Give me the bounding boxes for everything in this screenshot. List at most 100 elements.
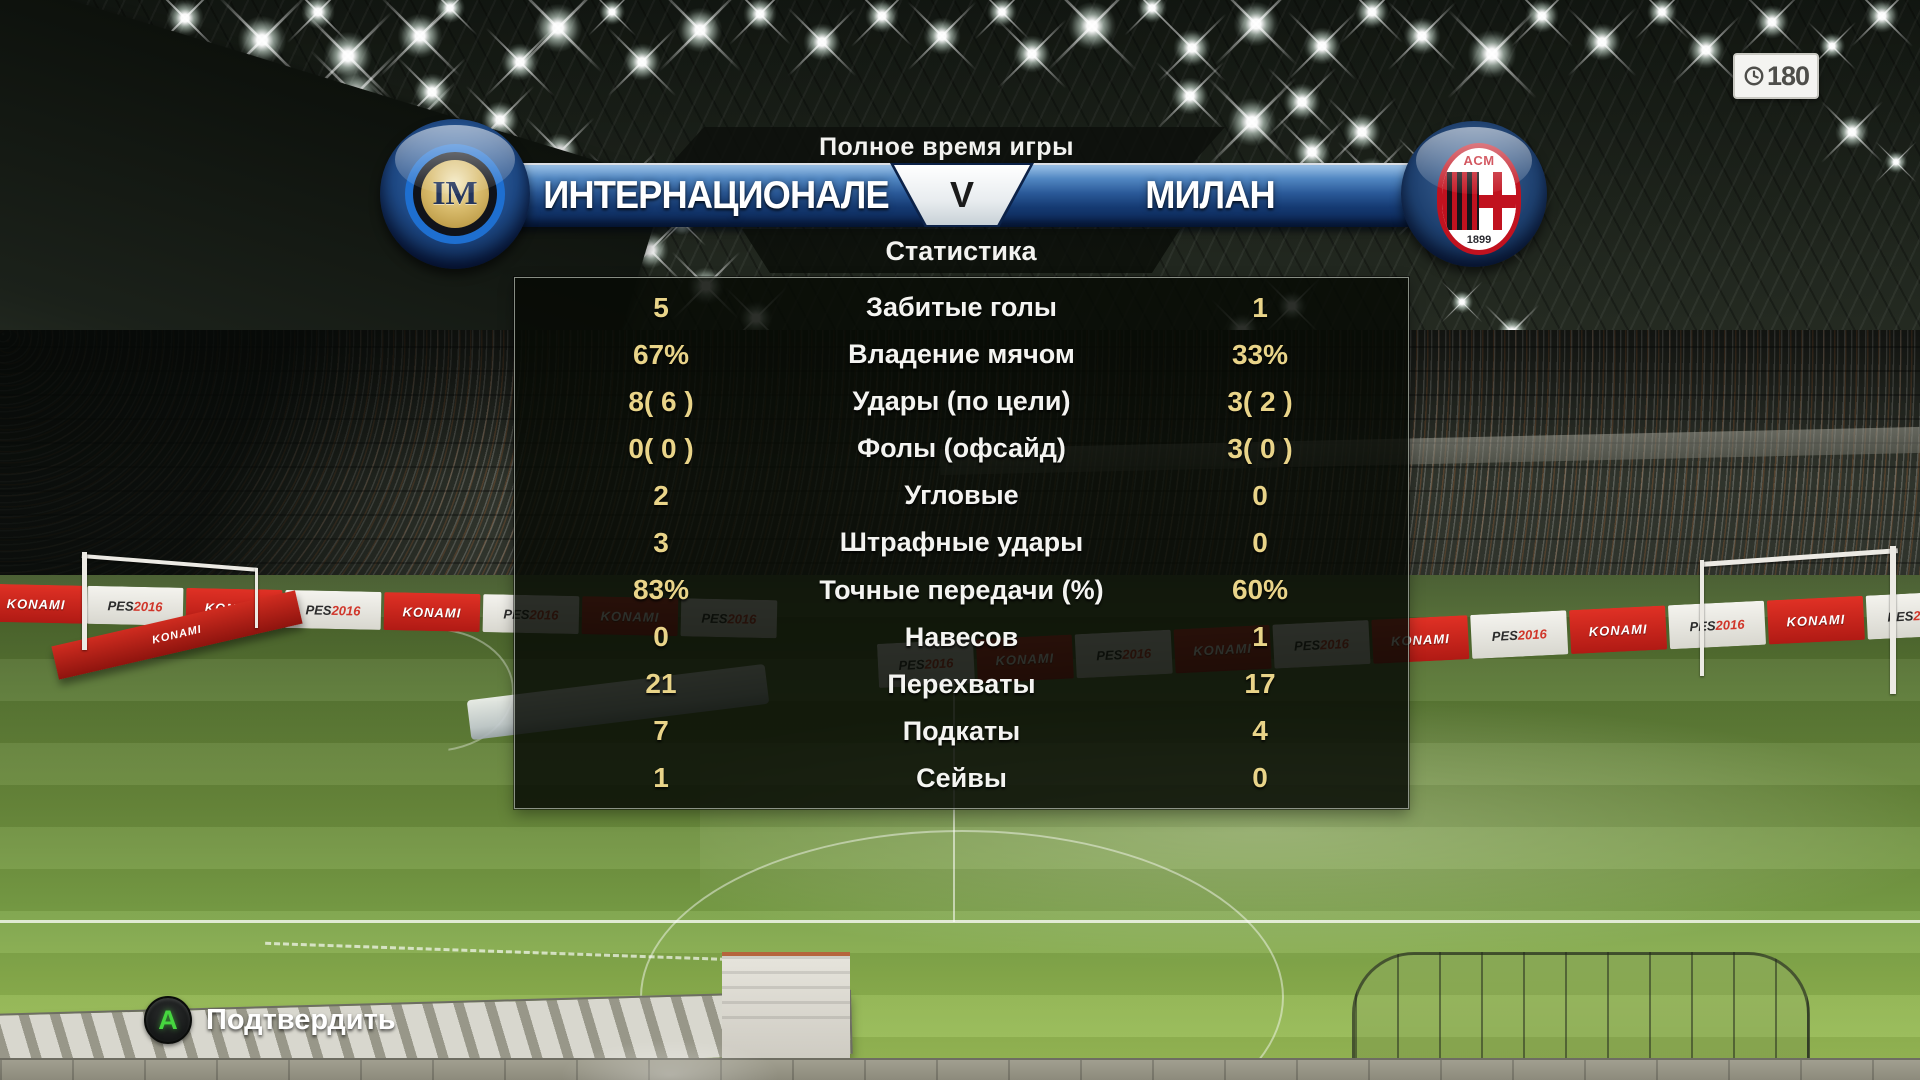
ad-board-konami: KONAMI xyxy=(1569,605,1668,655)
section-title: Статистика xyxy=(742,229,1180,273)
timer-value: 180 xyxy=(1766,60,1810,91)
floodlight-glow xyxy=(1445,285,1479,319)
stat-label: Забитые голы xyxy=(866,292,1057,323)
stat-row: 2 Угловые 0 xyxy=(515,476,1408,516)
stat-row: 7 Подкаты 4 xyxy=(515,711,1408,751)
confirm-hint[interactable]: A Подтвердить xyxy=(144,996,396,1044)
stat-row: 1 Сейвы 0 xyxy=(515,758,1408,798)
floodlight-glow xyxy=(1516,0,1568,42)
phase-banner: Полное время игры xyxy=(668,127,1225,167)
stat-away-value: 3( 2 ) xyxy=(1227,385,1293,417)
stat-away-value: 1 xyxy=(1252,621,1268,653)
floodlight-glow xyxy=(1055,0,1129,63)
stat-row: 21 Перехваты 17 xyxy=(515,664,1408,704)
pavement-strip xyxy=(0,1058,1920,1080)
floodlight-glow xyxy=(1293,17,1351,75)
stat-away-value: 17 xyxy=(1244,668,1276,700)
stat-away-value: 3( 0 ) xyxy=(1227,432,1293,464)
stat-away-value: 0 xyxy=(1252,479,1268,511)
floodlight-glow xyxy=(734,0,786,40)
floodlight-glow xyxy=(1393,7,1451,65)
stat-label: Штрафные удары xyxy=(839,527,1084,558)
stats-panel: 5 Забитые голы 1 67% Владение мячом 33% 8( 6 )… xyxy=(514,277,1409,809)
away-team-name: МИЛАН xyxy=(1145,174,1275,217)
floodlight-glow xyxy=(666,0,734,64)
dugout-shelter xyxy=(1352,952,1810,1065)
home-team-name: ИНТЕРНАЦИОНАЛЕ xyxy=(543,174,889,217)
floodlight-glow xyxy=(1222,0,1290,58)
floodlight-glow xyxy=(613,33,671,91)
stat-label: Угловые xyxy=(904,480,1019,511)
ad-board-konami: KONAMI xyxy=(383,592,481,633)
stat-home-value: 21 xyxy=(645,668,677,700)
floodlight-glow xyxy=(1455,17,1529,91)
stat-away-value: 60% xyxy=(1231,574,1289,605)
stat-label: Удары (по цели) xyxy=(852,386,1071,417)
stat-row: 83% Точные передачи (%) 60% xyxy=(515,570,1408,610)
floodlight-glow xyxy=(1333,103,1391,161)
stat-away-value: 1 xyxy=(1252,291,1268,323)
floodlight-glow xyxy=(1003,25,1061,83)
stat-home-value: 1 xyxy=(653,762,669,794)
floodlight-glow xyxy=(592,0,632,32)
floodlight-glow xyxy=(1273,73,1331,131)
stat-away-value: 33% xyxy=(1231,338,1289,370)
stat-row: 3 Штрафные удары 0 xyxy=(515,523,1408,563)
floodlight-glow xyxy=(913,7,971,65)
floodlight-glow xyxy=(521,0,595,65)
stat-label: Фолы (офсайд) xyxy=(857,433,1066,464)
stat-home-value: 8( 6 ) xyxy=(628,385,694,417)
inter-logo: IM xyxy=(380,119,530,269)
milan-logo: ACM 1899 xyxy=(1401,121,1547,267)
stat-row: 8( 6 ) Удары (по цели) 3( 2 ) xyxy=(515,382,1408,422)
stat-row: 5 Забитые голы 1 xyxy=(515,288,1408,328)
floodlight-glow xyxy=(1856,0,1908,42)
stat-home-value: 83% xyxy=(632,574,690,605)
floodlight-glow xyxy=(856,0,908,42)
stat-away-value: 0 xyxy=(1252,526,1268,558)
goal-right xyxy=(1700,546,1900,696)
tunnel-stairs xyxy=(722,952,850,1068)
floodlight-glow xyxy=(1573,13,1631,71)
stat-label: Перехваты xyxy=(887,668,1036,699)
stat-home-value: 0 xyxy=(653,621,669,653)
gamepad-a-icon: A xyxy=(144,996,192,1044)
confirm-label: Подтвердить xyxy=(206,1003,396,1036)
goal-left xyxy=(78,552,258,652)
floodlight-glow xyxy=(1677,21,1735,79)
floodlight-glow xyxy=(1746,0,1798,48)
floodlight-glow xyxy=(1161,67,1219,125)
stat-home-value: 3 xyxy=(653,526,669,558)
floodlight-glow xyxy=(1639,0,1685,35)
stat-home-value: 5 xyxy=(653,291,669,323)
stat-label: Владение мячом xyxy=(848,339,1075,370)
stat-label: Сейвы xyxy=(916,762,1007,793)
stat-label: Навесов xyxy=(904,621,1019,652)
stat-home-value: 2 xyxy=(653,479,669,511)
floodlight-glow xyxy=(1879,145,1913,179)
floodlight-glow xyxy=(793,13,851,71)
floodlight-glow xyxy=(1163,19,1221,77)
stat-away-value: 0 xyxy=(1252,762,1268,794)
versus-separator: V xyxy=(894,165,1030,225)
milan-badge-year: 1899 xyxy=(1466,233,1492,246)
versus-label: V xyxy=(949,174,974,215)
section-title-label: Статистика xyxy=(885,235,1037,266)
stat-away-value: 4 xyxy=(1252,715,1268,747)
phase-label: Полное время игры xyxy=(819,132,1074,161)
stat-home-value: 7 xyxy=(653,715,669,747)
stat-row: 67% Владение мячом 33% xyxy=(515,335,1408,375)
stat-row: 0( 0 ) Фолы (офсайд) 3( 0 ) xyxy=(515,429,1408,469)
ad-board-konami: KONAMI xyxy=(0,583,85,624)
stat-label: Точные передачи (%) xyxy=(819,574,1104,605)
stat-label: Подкаты xyxy=(902,715,1021,746)
pitch-touchline xyxy=(0,920,1920,923)
floodlight-glow xyxy=(979,0,1025,35)
clock-icon xyxy=(1743,65,1765,87)
stat-home-value: 0( 0 ) xyxy=(628,432,694,464)
floodlight-glow xyxy=(1826,106,1878,158)
match-timer: 180 xyxy=(1733,53,1819,99)
stat-home-value: 67% xyxy=(632,338,690,370)
